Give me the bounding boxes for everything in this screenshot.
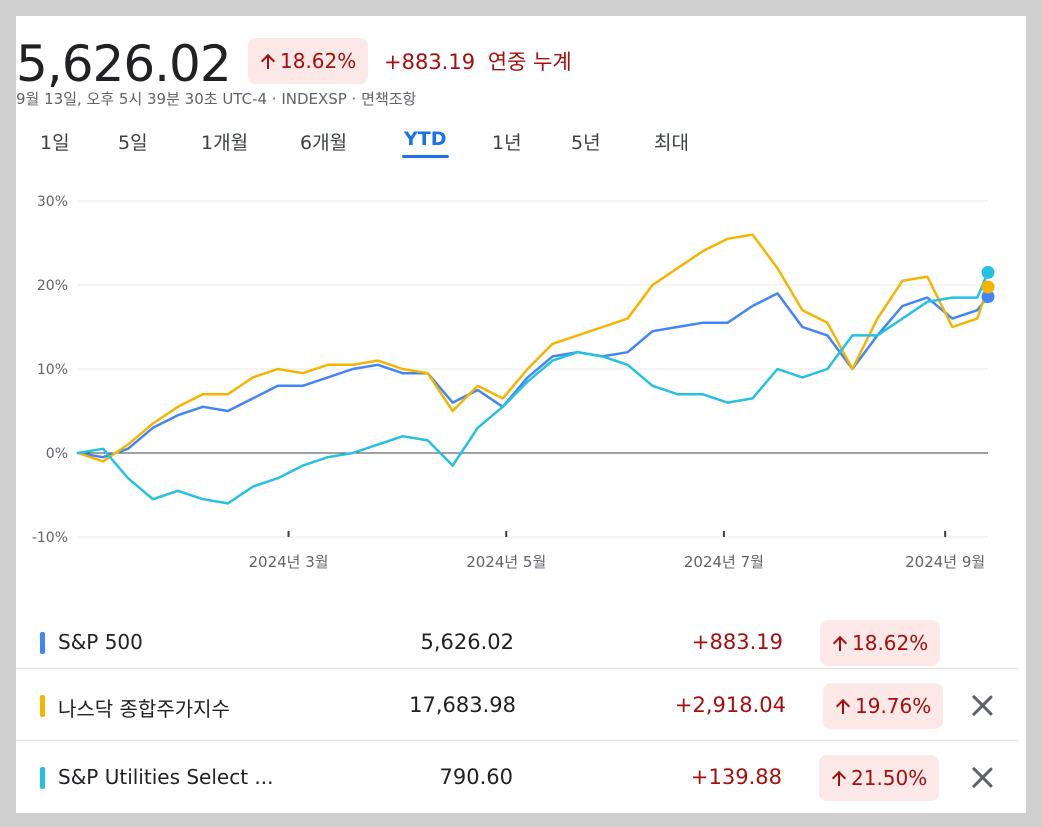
arrow-up-icon bbox=[260, 52, 276, 70]
series-line-2 bbox=[76, 271, 990, 505]
percent-change-value: 18.62% bbox=[280, 49, 357, 73]
series-end-dot-1 bbox=[981, 280, 995, 294]
period-label: 연중 누계 bbox=[487, 50, 572, 74]
x-tick-label: 2024년 9월 bbox=[905, 553, 985, 571]
series-value: 790.60 bbox=[439, 765, 513, 789]
series-percent-badge: 21.50% bbox=[819, 755, 940, 801]
tab-max[interactable]: 최대 bbox=[654, 132, 689, 154]
percent-change-badge: 18.62% bbox=[248, 38, 369, 84]
line-chart-svg[interactable]: 30% 20% 10% 0% -10% 2024년 3월 2024년 5월 2024년 7월 2… bbox=[16, 181, 1026, 591]
series-name: S&P 500 bbox=[58, 630, 143, 654]
list-item-sp-utilities[interactable]: S&P Utilities Select ... 790.60 +139.88 … bbox=[16, 740, 1018, 813]
price-header: 5,626.02 18.62% +883.19 연중 누계 bbox=[16, 26, 1026, 93]
x-tick-label: 2024년 3월 bbox=[249, 553, 329, 571]
series-value: 17,683.98 bbox=[409, 693, 516, 717]
list-item-nasdaq[interactable]: 나스닥 종합주가지수 17,683.98 +2,918.04 19.76% bbox=[16, 668, 1018, 741]
change-summary: +883.19 연중 누계 bbox=[384, 46, 572, 76]
current-price: 5,626.02 bbox=[16, 35, 232, 93]
x-tick-label: 2024년 7월 bbox=[684, 553, 764, 571]
y-tick-label: 20% bbox=[37, 278, 68, 294]
series-color-swatch bbox=[40, 632, 45, 654]
series-percent: 18.62% bbox=[852, 631, 929, 655]
series-change: +139.88 bbox=[690, 765, 782, 789]
series-end-dot-0 bbox=[981, 290, 995, 304]
y-tick-label: 30% bbox=[37, 194, 68, 210]
list-item-sp500[interactable]: S&P 500 5,626.02 +883.19 18.62% bbox=[16, 606, 1018, 678]
series-name: S&P Utilities Select ... bbox=[58, 765, 274, 789]
tab-1-year[interactable]: 1년 bbox=[492, 132, 522, 154]
series-percent: 21.50% bbox=[851, 766, 928, 790]
arrow-up-icon bbox=[835, 697, 851, 715]
tab-1-day[interactable]: 1일 bbox=[40, 132, 70, 154]
arrow-up-icon bbox=[831, 769, 847, 787]
series-percent-badge: 18.62% bbox=[820, 620, 941, 666]
tab-6-months[interactable]: 6개월 bbox=[300, 132, 348, 154]
series-change: +883.19 bbox=[691, 630, 783, 654]
series-color-swatch bbox=[40, 695, 45, 717]
remove-comparison-icon[interactable] bbox=[968, 763, 996, 791]
comparison-chart[interactable]: 30% 20% 10% 0% -10% 2024년 3월 2024년 5월 2024년 7월 2… bbox=[16, 181, 1026, 591]
series-line-0 bbox=[76, 292, 990, 459]
tab-5-years[interactable]: 5년 bbox=[571, 132, 601, 154]
comparison-card: 5,626.02 18.62% +883.19 연중 누계 9월 13일, 오후… bbox=[16, 16, 1026, 813]
tab-5-days[interactable]: 5일 bbox=[118, 132, 148, 154]
y-tick-label: -10% bbox=[32, 530, 68, 546]
x-tick-label: 2024년 5월 bbox=[466, 553, 546, 571]
remove-comparison-icon[interactable] bbox=[968, 691, 996, 719]
series-line-1 bbox=[76, 233, 990, 463]
series-percent: 19.76% bbox=[855, 694, 932, 718]
series-name: 나스닥 종합주가지수 bbox=[58, 697, 230, 721]
absolute-change: +883.19 bbox=[384, 50, 476, 74]
y-tick-label: 10% bbox=[37, 362, 68, 378]
series-change: +2,918.04 bbox=[674, 693, 786, 717]
time-range-tabs: 1일 5일 1개월 6개월 YTD 1년 5년 최대 bbox=[16, 126, 1026, 166]
series-value: 5,626.02 bbox=[420, 630, 514, 654]
y-tick-label: 0% bbox=[46, 446, 68, 462]
series-color-swatch bbox=[40, 767, 45, 789]
tab-1-month[interactable]: 1개월 bbox=[201, 132, 249, 154]
tab-ytd[interactable]: YTD bbox=[402, 126, 449, 158]
series-end-dot-2 bbox=[981, 265, 995, 279]
arrow-up-icon bbox=[832, 634, 848, 652]
series-percent-badge: 19.76% bbox=[823, 683, 944, 729]
quote-meta: 9월 13일, 오후 5시 39분 30초 UTC-4 · INDEXSP · … bbox=[16, 90, 417, 108]
